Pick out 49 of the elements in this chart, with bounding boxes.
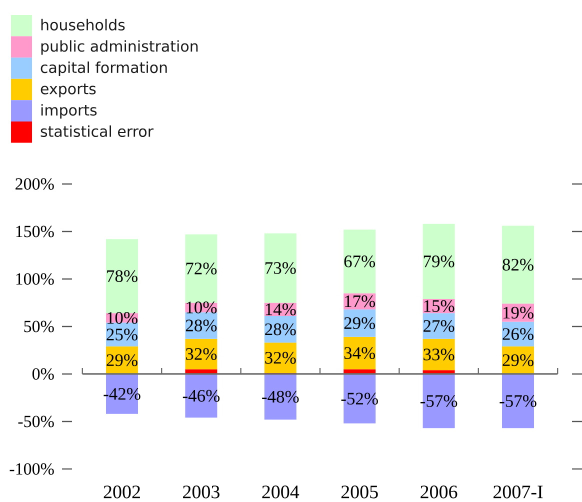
x-tick-label: 2005 [341, 486, 378, 498]
y-tick-label: 50% [24, 320, 54, 332]
legend-label: households [41, 18, 125, 31]
data-label: 28% [186, 320, 217, 332]
x-tick-label: 2002 [104, 486, 140, 498]
y-tick-label: 200% [16, 178, 54, 190]
data-label: 72% [186, 262, 217, 274]
data-label: -42% [104, 388, 140, 400]
data-label: 10% [108, 312, 138, 324]
legend-label: capital formation [40, 62, 167, 76]
y-tick-label: 150% [16, 226, 54, 238]
x-tick-label: 2006 [420, 486, 458, 498]
data-label: 78% [107, 270, 138, 282]
legend-label: exports [40, 84, 96, 98]
y-tick-label: -50% [18, 416, 54, 428]
y-tick-label: 100% [16, 273, 54, 285]
data-label: 17% [345, 295, 376, 308]
data-label: 29% [106, 354, 138, 366]
data-label: 25% [106, 328, 138, 340]
data-label: -48% [262, 390, 299, 403]
data-label: 79% [424, 255, 454, 268]
data-label: 67% [344, 255, 376, 268]
data-label: 26% [502, 328, 534, 340]
data-label: 27% [424, 320, 454, 332]
y-tick-label: -100% [10, 463, 54, 475]
data-label: 32% [186, 348, 217, 360]
data-label: 82% [502, 258, 534, 271]
data-label: 33% [424, 348, 454, 360]
data-label: -46% [182, 390, 220, 402]
data-label: 19% [504, 306, 534, 319]
data-label: 14% [266, 303, 296, 316]
data-label: 29% [344, 317, 376, 330]
x-tick-label: 2004 [262, 486, 300, 498]
data-label: 10% [186, 302, 217, 314]
legend-label: public administration [41, 40, 198, 55]
data-label: -52% [341, 392, 378, 405]
data-label: 15% [424, 300, 454, 312]
legend-label: imports [41, 104, 97, 119]
y-tick-label: 0% [32, 368, 54, 380]
data-label: -57% [420, 395, 458, 407]
data-label: 28% [265, 323, 296, 336]
legend-label: statistical error [40, 125, 154, 138]
x-tick-label: 2003 [183, 486, 220, 498]
data-label: 29% [502, 354, 534, 366]
data-label: 73% [266, 262, 296, 274]
data-label: 34% [344, 347, 376, 360]
data-label: 32% [265, 352, 296, 364]
x-tick-label: 2007-I [494, 486, 543, 498]
data-label: -57% [500, 395, 536, 407]
